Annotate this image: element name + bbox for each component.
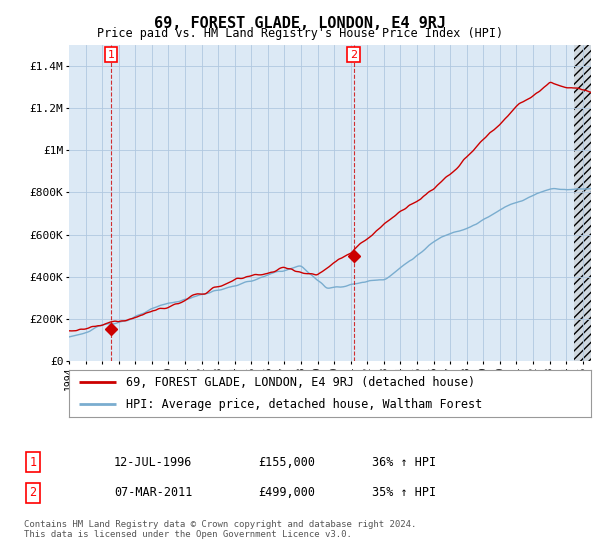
Text: Contains HM Land Registry data © Crown copyright and database right 2024.
This d: Contains HM Land Registry data © Crown c… (24, 520, 416, 539)
Bar (574, 45, 591, 361)
Text: £499,000: £499,000 (258, 486, 315, 500)
Text: Price paid vs. HM Land Registry's House Price Index (HPI): Price paid vs. HM Land Registry's House … (97, 27, 503, 40)
Text: 12-JUL-1996: 12-JUL-1996 (114, 455, 193, 469)
Text: 36% ↑ HPI: 36% ↑ HPI (372, 455, 436, 469)
Text: 35% ↑ HPI: 35% ↑ HPI (372, 486, 436, 500)
Text: £155,000: £155,000 (258, 455, 315, 469)
Text: 69, FOREST GLADE, LONDON, E4 9RJ (detached house): 69, FOREST GLADE, LONDON, E4 9RJ (detach… (127, 376, 476, 389)
Text: 1: 1 (29, 455, 37, 469)
Text: 1: 1 (107, 49, 115, 59)
Text: HPI: Average price, detached house, Waltham Forest: HPI: Average price, detached house, Walt… (127, 398, 482, 411)
Text: 2: 2 (350, 49, 357, 59)
Text: 07-MAR-2011: 07-MAR-2011 (114, 486, 193, 500)
Text: 69, FOREST GLADE, LONDON, E4 9RJ: 69, FOREST GLADE, LONDON, E4 9RJ (154, 16, 446, 31)
Text: 2: 2 (29, 486, 37, 500)
